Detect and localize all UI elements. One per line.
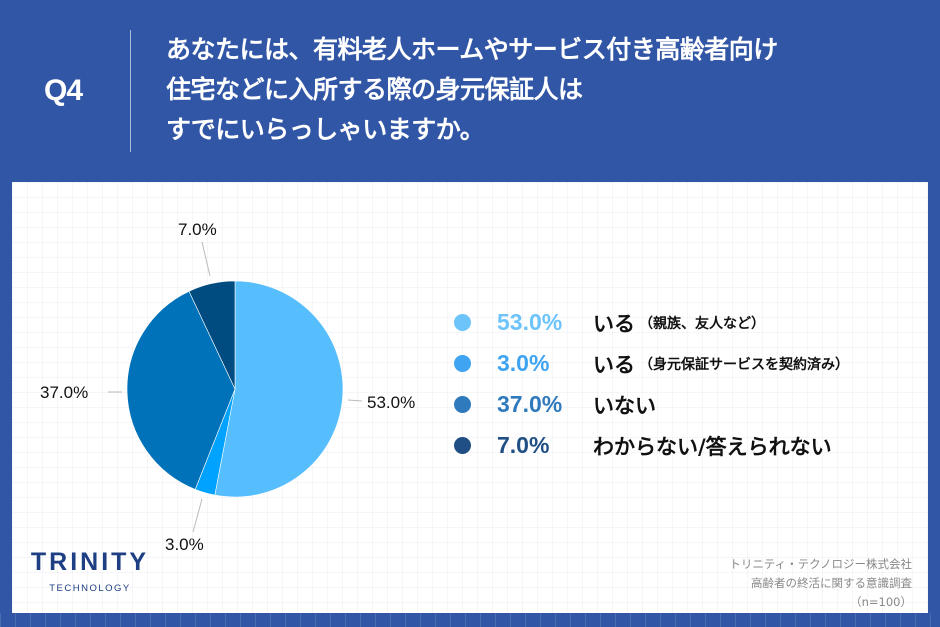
leader-line-3 [192, 498, 203, 533]
pie-label-37: 37.0% [40, 383, 89, 402]
question-line-2: 住宅などに入所する際の身元保証人は [166, 75, 583, 104]
legend-dot-icon [454, 437, 471, 454]
pie-label-3: 3.0% [165, 535, 204, 554]
legend-dot-icon [454, 396, 471, 413]
trinity-logo: TRINITY TECHNOLOGY [30, 548, 150, 594]
pie-slice-7 [188, 280, 236, 390]
legend-label: わからない/答えられない [593, 434, 832, 459]
legend-label: いる [593, 311, 635, 336]
logo-sub-text: TECHNOLOGY [49, 583, 131, 594]
bottom-grid-strip [0, 613, 940, 627]
leader-line-53 [347, 399, 363, 402]
legend-item-3: 37.0% いない [454, 384, 849, 425]
source-note: トリニティ・テクノロジー株式会社 高齢者の終活に関する意識調査 （n=100） [729, 555, 912, 612]
legend-note: （身元保証サービスを契約済み） [639, 356, 849, 373]
question-line-3: すでにいらっしゃいますか。 [166, 115, 485, 144]
header-divider [130, 30, 131, 152]
header: Q4 あなたには、有料老人ホームやサービス付き高齢者向け 住宅などに入所する際の… [0, 0, 940, 182]
legend-pct: 7.0% [497, 432, 550, 458]
legend-pct: 3.0% [497, 350, 550, 376]
legend-dot-icon [454, 314, 471, 331]
pie-label-53: 53.0% [367, 393, 416, 412]
legend-pct: 53.0% [497, 309, 563, 335]
legend-dot-icon [454, 355, 471, 372]
legend-pct: 37.0% [497, 391, 563, 417]
logo-main-text: TRINITY [30, 548, 150, 576]
pie-label-7: 7.0% [178, 220, 217, 239]
pie-slice-53 [214, 280, 344, 498]
question-text: あなたには、有料老人ホームやサービス付き高齢者向け 住宅などに入所する際の身元保… [166, 30, 778, 150]
legend-label: いない [593, 393, 656, 418]
legend-item-1: 53.0% いる （親族、友人など） [454, 302, 849, 343]
source-company: トリニティ・テクノロジー株式会社 [729, 557, 912, 571]
chart-legend: 53.0% いる （親族、友人など） 3.0% いる （身元保証サービスを契約済… [454, 302, 849, 466]
legend-label: いる [593, 352, 635, 377]
pie-slice-37 [126, 290, 236, 490]
question-line-1: あなたには、有料老人ホームやサービス付き高齢者向け [166, 35, 778, 64]
question-number: Q4 [44, 74, 83, 107]
leader-line-7 [201, 241, 211, 277]
legend-note: （親族、友人など） [639, 315, 765, 332]
source-survey: 高齢者の終活に関する意識調査 [751, 576, 912, 590]
source-sample: （n=100） [850, 595, 912, 609]
legend-item-4: 7.0% わからない/答えられない [454, 425, 849, 466]
legend-item-2: 3.0% いる （身元保証サービスを契約済み） [454, 343, 849, 384]
